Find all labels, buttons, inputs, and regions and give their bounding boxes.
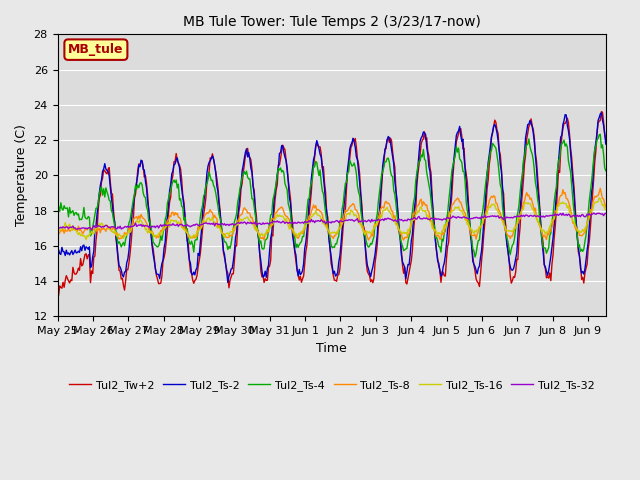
Tul2_Tw+2 bbox=[55, 292, 63, 298]
Tul2_Ts-32 bbox=[54, 226, 61, 231]
Line: Tul2_Ts-2: Tul2_Ts-2 bbox=[58, 113, 606, 282]
Tul2_Ts-32 bbox=[351, 217, 359, 223]
Tul2_Tw+2 bbox=[602, 136, 610, 142]
Tul2_Ts-4 bbox=[602, 168, 610, 174]
Tul2_Ts-32 bbox=[381, 216, 388, 221]
Tul2_Ts-2 bbox=[54, 247, 61, 253]
Tul2_Ts-32 bbox=[504, 215, 512, 220]
Tul2_Tw+2 bbox=[381, 146, 388, 152]
Tul2_Ts-32 bbox=[315, 218, 323, 224]
Tul2_Tw+2 bbox=[590, 176, 598, 181]
Tul2_Ts-8 bbox=[590, 197, 598, 203]
Tul2_Ts-4 bbox=[350, 160, 358, 166]
Tul2_Ts-2 bbox=[315, 146, 323, 152]
Tul2_Ts-8 bbox=[602, 204, 610, 210]
Tul2_Ts-16 bbox=[315, 213, 323, 218]
Title: MB Tule Tower: Tule Temps 2 (3/23/17-now): MB Tule Tower: Tule Temps 2 (3/23/17-now… bbox=[182, 15, 481, 29]
Tul2_Ts-16 bbox=[504, 228, 512, 233]
Tul2_Tw+2 bbox=[315, 144, 323, 150]
Tul2_Ts-2 bbox=[602, 141, 610, 147]
Tul2_Tw+2 bbox=[598, 109, 605, 115]
Tul2_Ts-8 bbox=[54, 230, 61, 236]
Tul2_Ts-2 bbox=[319, 164, 326, 170]
Tul2_Ts-16 bbox=[351, 212, 359, 217]
Text: MB_tule: MB_tule bbox=[68, 43, 124, 56]
Tul2_Ts-8 bbox=[350, 202, 358, 208]
Tul2_Ts-4 bbox=[380, 164, 388, 169]
Legend: Tul2_Tw+2, Tul2_Ts-2, Tul2_Ts-4, Tul2_Ts-8, Tul2_Ts-16, Tul2_Ts-32: Tul2_Tw+2, Tul2_Ts-2, Tul2_Ts-4, Tul2_Ts… bbox=[65, 376, 599, 396]
Tul2_Ts-16 bbox=[54, 228, 61, 234]
Tul2_Ts-2 bbox=[381, 148, 388, 154]
Tul2_Ts-4 bbox=[590, 156, 598, 162]
Tul2_Ts-16 bbox=[381, 207, 388, 213]
Tul2_Ts-8 bbox=[504, 233, 512, 239]
Tul2_Ts-4 bbox=[314, 167, 322, 173]
Y-axis label: Temperature (C): Temperature (C) bbox=[15, 124, 28, 227]
Tul2_Ts-16 bbox=[595, 195, 603, 201]
Tul2_Ts-16 bbox=[602, 207, 610, 213]
Tul2_Ts-2 bbox=[504, 249, 512, 254]
Tul2_Ts-8 bbox=[596, 185, 604, 191]
Tul2_Ts-4 bbox=[317, 180, 325, 185]
Tul2_Ts-32 bbox=[590, 210, 598, 216]
Tul2_Ts-32 bbox=[319, 218, 326, 224]
Line: Tul2_Ts-16: Tul2_Ts-16 bbox=[58, 198, 606, 240]
Tul2_Ts-4 bbox=[471, 254, 479, 260]
Tul2_Ts-8 bbox=[400, 237, 408, 243]
Line: Tul2_Tw+2: Tul2_Tw+2 bbox=[58, 112, 606, 295]
Line: Tul2_Ts-4: Tul2_Ts-4 bbox=[58, 134, 606, 257]
Tul2_Ts-2 bbox=[351, 144, 359, 150]
Tul2_Ts-4 bbox=[504, 239, 512, 245]
Line: Tul2_Ts-8: Tul2_Ts-8 bbox=[58, 188, 606, 240]
Tul2_Ts-4 bbox=[54, 204, 61, 210]
Tul2_Ts-2 bbox=[224, 279, 232, 285]
Tul2_Ts-32 bbox=[88, 227, 95, 233]
Tul2_Tw+2 bbox=[504, 248, 512, 253]
Tul2_Ts-16 bbox=[319, 219, 326, 225]
Tul2_Ts-32 bbox=[591, 211, 598, 216]
Tul2_Ts-2 bbox=[598, 110, 605, 116]
Tul2_Tw+2 bbox=[351, 136, 359, 142]
Tul2_Ts-8 bbox=[380, 205, 388, 211]
Tul2_Ts-32 bbox=[602, 211, 610, 216]
Tul2_Ts-4 bbox=[596, 132, 604, 137]
Tul2_Tw+2 bbox=[54, 282, 61, 288]
Tul2_Tw+2 bbox=[319, 165, 326, 171]
Tul2_Ts-2 bbox=[590, 159, 598, 165]
Tul2_Ts-8 bbox=[317, 209, 325, 215]
Line: Tul2_Ts-32: Tul2_Ts-32 bbox=[58, 213, 606, 230]
X-axis label: Time: Time bbox=[316, 342, 347, 355]
Tul2_Ts-16 bbox=[590, 202, 598, 208]
Tul2_Ts-8 bbox=[314, 206, 322, 212]
Tul2_Ts-16 bbox=[83, 237, 90, 242]
